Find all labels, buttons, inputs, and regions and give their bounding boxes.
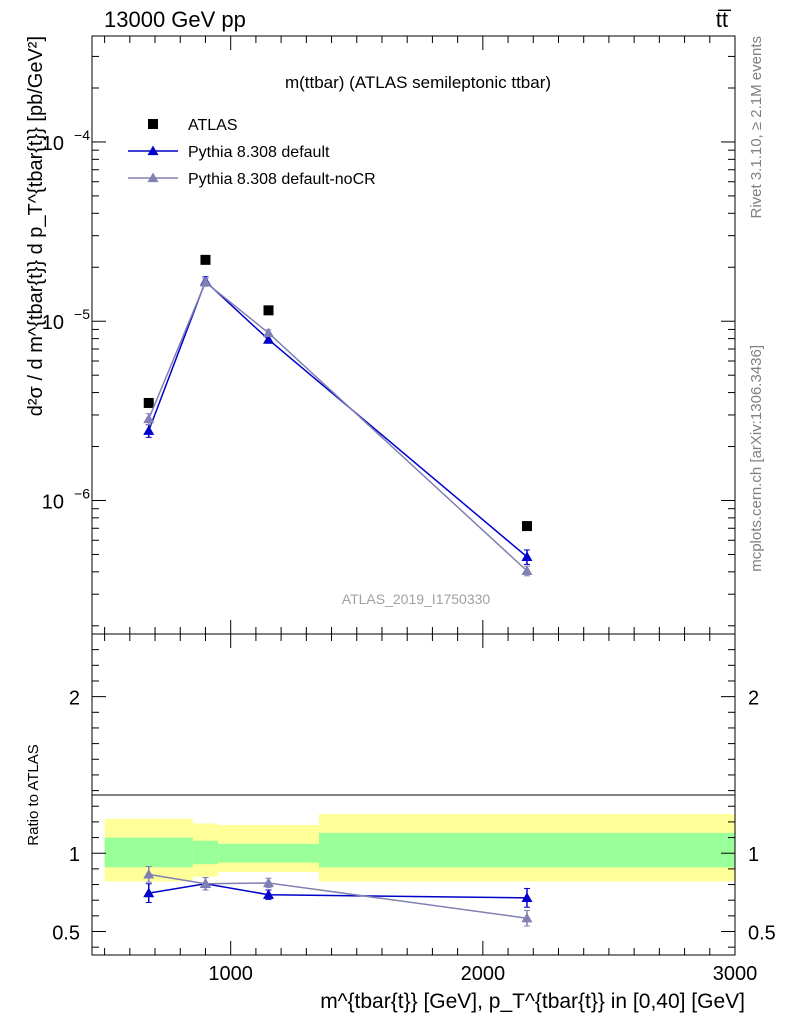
x-tick-label: 2000 — [461, 963, 506, 985]
ratio-frame — [91, 633, 736, 956]
header-energy-label: 13000 GeV pp — [104, 7, 246, 32]
ratio-data-point — [521, 912, 533, 923]
main-y-tick-label: 10 — [42, 133, 64, 155]
main-y-tick-exponent: −4 — [74, 127, 90, 143]
main-series-line — [148, 279, 528, 558]
ratio-axis-ticks: 0.5 0.5 1 1 2 2 1000 2000 3000 — [52, 634, 776, 985]
main-title: m(ttbar) (ATLAS semileptonic ttbar) — [285, 73, 551, 92]
ratio-series-layer — [143, 866, 533, 927]
ratio-data-point — [143, 868, 155, 879]
legend-label: ATLAS — [188, 117, 238, 134]
ratio-data-point — [263, 877, 275, 888]
ratio-band-green — [318, 832, 735, 868]
ratio-panel: 0.5 0.5 1 1 2 2 1000 2000 3000 Ratio to ATLAS m^… — [25, 633, 776, 1013]
main-y-tick-exponent: −6 — [74, 485, 90, 501]
main-data-point — [263, 327, 275, 338]
mcplots-label: mcplots.cern.ch [arXiv:1306.3436] — [748, 345, 765, 572]
main-data-point — [521, 551, 533, 561]
analysis-id-label: ATLAS_2019_I1750330 — [342, 591, 491, 607]
legend-marker — [147, 145, 159, 156]
ratio-ylabel: Ratio to ATLAS — [25, 744, 42, 845]
ratio-data-point — [199, 878, 211, 888]
main-data-point — [199, 276, 211, 287]
main-data-point — [143, 397, 154, 408]
main-data-point — [521, 521, 532, 532]
legend: ATLAS Pythia 8.308 default Pythia 8.308 de… — [128, 117, 376, 188]
main-y-tick-label: 10 — [42, 312, 64, 334]
main-y-tick-label: 10 — [42, 491, 64, 513]
ratio-y-tick-label-right: 2 — [748, 688, 759, 710]
ratio-data-point — [143, 887, 155, 898]
main-data-point — [521, 565, 533, 575]
main-series-line — [148, 281, 528, 572]
ratio-y-tick-label-left: 2 — [69, 688, 80, 710]
legend-label: Pythia 8.308 default-noCR — [188, 171, 376, 188]
ratio-y-tick-label-right: 1 — [748, 844, 759, 866]
main-panel: 10 −6 10 −5 10 −4 m(ttbar) (ATLAS semileptoni… — [25, 35, 736, 635]
ratio-band-green — [218, 843, 319, 863]
main-y-tick-exponent: −5 — [74, 306, 90, 322]
main-series-layer — [143, 254, 533, 577]
ratio-band-green — [104, 837, 193, 868]
ratio-y-tick-label-left: 0.5 — [52, 923, 80, 945]
ratio-band-green — [192, 840, 219, 865]
legend-marker — [148, 119, 158, 129]
header-process-label: tt̅ — [716, 7, 732, 32]
main-data-point — [263, 305, 274, 316]
ratio-data-point — [521, 892, 533, 902]
main-axis-ticks: 10 −6 10 −5 10 −4 — [42, 36, 736, 634]
main-data-point — [200, 254, 211, 265]
ratio-series-line — [148, 873, 528, 919]
legend-marker — [147, 172, 159, 183]
main-data-point — [263, 334, 275, 344]
rivet-label: Rivet 3.1.10, ≥ 2.1M events — [748, 36, 765, 219]
ratio-data-point — [263, 889, 275, 899]
ratio-uncertainty-bands — [104, 814, 735, 882]
x-tick-label: 3000 — [713, 963, 758, 985]
main-data-point — [143, 413, 155, 424]
main-ylabel: d²σ / d m^{tbar{t}} d p_T^{tbar{t}} [pb/… — [25, 36, 47, 416]
ratio-series-line — [148, 882, 527, 899]
x-axis-label: m^{tbar{t}} [GeV], p_T^{tbar{t}} in [0,4… — [320, 990, 745, 1013]
x-tick-label: 1000 — [208, 963, 253, 985]
legend-label: Pythia 8.308 default — [188, 144, 330, 161]
main-data-point — [143, 425, 155, 435]
ratio-y-tick-label-right: 0.5 — [748, 923, 776, 945]
ratio-y-tick-label-left: 1 — [69, 844, 80, 866]
